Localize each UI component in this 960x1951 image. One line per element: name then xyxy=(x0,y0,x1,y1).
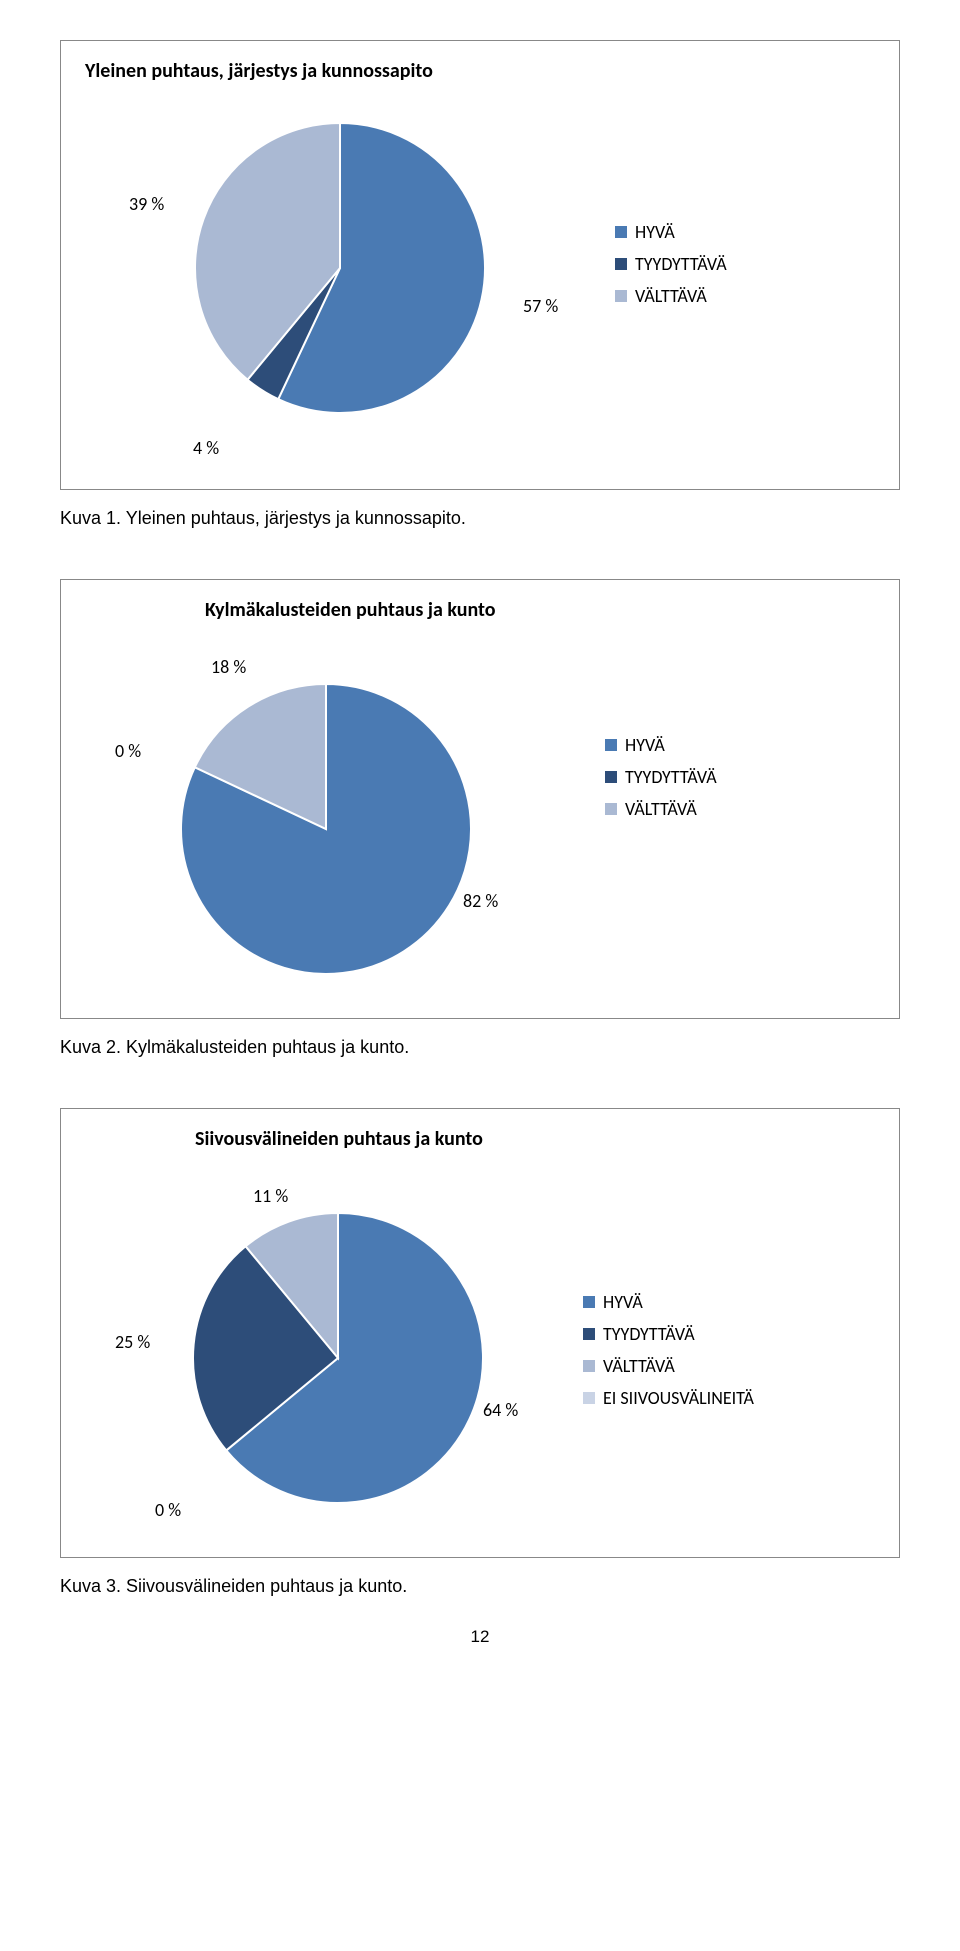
legend-label: HYVÄ xyxy=(603,1291,643,1313)
chart3-legend: HYVÄ TYYDYTTÄVÄ VÄLTTÄVÄ EI SIIVOUSVÄLINEIT… xyxy=(583,1291,754,1409)
chart3-label-hyva: 64 % xyxy=(483,1399,518,1421)
chart2-title: Kylmäkalusteiden puhtaus ja kunto xyxy=(85,598,875,622)
chart3-title: Siivousvälineiden puhtaus ja kunto xyxy=(85,1127,875,1151)
legend-item: EI SIIVOUSVÄLINEITÄ xyxy=(583,1387,754,1409)
legend-item: HYVÄ xyxy=(605,734,717,756)
chart2-canvas: 82 % 0 % 18 % HYVÄ TYYDYTTÄVÄ VÄLTTÄVÄ xyxy=(85,644,875,994)
legend-swatch xyxy=(583,1392,595,1404)
legend-swatch xyxy=(615,290,627,302)
legend-item: TYYDYTTÄVÄ xyxy=(605,766,717,788)
chart3-box: Siivousvälineiden puhtaus ja kunto 64 % 2… xyxy=(60,1108,900,1558)
chart3-caption: Kuva 3. Siivousvälineiden puhtaus ja kun… xyxy=(60,1576,900,1597)
chart1-label-hyva: 57 % xyxy=(523,295,558,317)
legend-swatch xyxy=(615,226,627,238)
chart3-label-ei: 0 % xyxy=(155,1499,181,1521)
chart1-pie xyxy=(195,123,485,413)
chart2-label-tyydyttava: 0 % xyxy=(115,740,141,762)
legend-swatch xyxy=(583,1328,595,1340)
legend-label: EI SIIVOUSVÄLINEITÄ xyxy=(603,1387,754,1409)
chart1-box: Yleinen puhtaus, järjestys ja kunnossapi… xyxy=(60,40,900,490)
page-number: 12 xyxy=(60,1627,900,1647)
legend-swatch xyxy=(615,258,627,270)
legend-item: HYVÄ xyxy=(583,1291,754,1313)
chart1-label-tyydyttava: 4 % xyxy=(193,437,219,459)
chart3-label-valttava: 11 % xyxy=(253,1185,288,1207)
legend-item: VÄLTTÄVÄ xyxy=(605,798,717,820)
legend-swatch xyxy=(605,739,617,751)
legend-item: VÄLTTÄVÄ xyxy=(615,285,727,307)
legend-label: VÄLTTÄVÄ xyxy=(603,1355,675,1377)
chart3-label-tyydyttava: 25 % xyxy=(115,1331,150,1353)
chart2-caption: Kuva 2. Kylmäkalusteiden puhtaus ja kunt… xyxy=(60,1037,900,1058)
chart2-label-valttava: 18 % xyxy=(211,656,246,678)
chart3-canvas: 64 % 25 % 11 % 0 % HYVÄ TYYDYTTÄVÄ VÄLTTÄVÄ EI … xyxy=(85,1173,875,1533)
legend-label: HYVÄ xyxy=(625,734,665,756)
legend-item: TYYDYTTÄVÄ xyxy=(583,1323,754,1345)
legend-swatch xyxy=(605,803,617,815)
chart1-canvas: 57 % 4 % 39 % HYVÄ TYYDYTTÄVÄ VÄLTTÄVÄ xyxy=(85,105,875,465)
chart2-label-hyva: 82 % xyxy=(463,890,498,912)
legend-label: TYYDYTTÄVÄ xyxy=(635,253,727,275)
chart2-legend: HYVÄ TYYDYTTÄVÄ VÄLTTÄVÄ xyxy=(605,734,717,820)
chart1-label-valttava: 39 % xyxy=(129,193,164,215)
chart1-title: Yleinen puhtaus, järjestys ja kunnossapi… xyxy=(85,59,875,83)
legend-swatch xyxy=(605,771,617,783)
legend-label: TYYDYTTÄVÄ xyxy=(603,1323,695,1345)
legend-label: VÄLTTÄVÄ xyxy=(625,798,697,820)
legend-item: TYYDYTTÄVÄ xyxy=(615,253,727,275)
legend-item: VÄLTTÄVÄ xyxy=(583,1355,754,1377)
chart3-pie xyxy=(193,1213,483,1503)
chart1-legend: HYVÄ TYYDYTTÄVÄ VÄLTTÄVÄ xyxy=(615,221,727,307)
legend-label: HYVÄ xyxy=(635,221,675,243)
legend-swatch xyxy=(583,1296,595,1308)
legend-item: HYVÄ xyxy=(615,221,727,243)
chart2-pie xyxy=(181,684,471,974)
chart1-caption: Kuva 1. Yleinen puhtaus, järjestys ja ku… xyxy=(60,508,900,529)
legend-swatch xyxy=(583,1360,595,1372)
legend-label: VÄLTTÄVÄ xyxy=(635,285,707,307)
chart2-box: Kylmäkalusteiden puhtaus ja kunto 82 % 0 … xyxy=(60,579,900,1019)
legend-label: TYYDYTTÄVÄ xyxy=(625,766,717,788)
